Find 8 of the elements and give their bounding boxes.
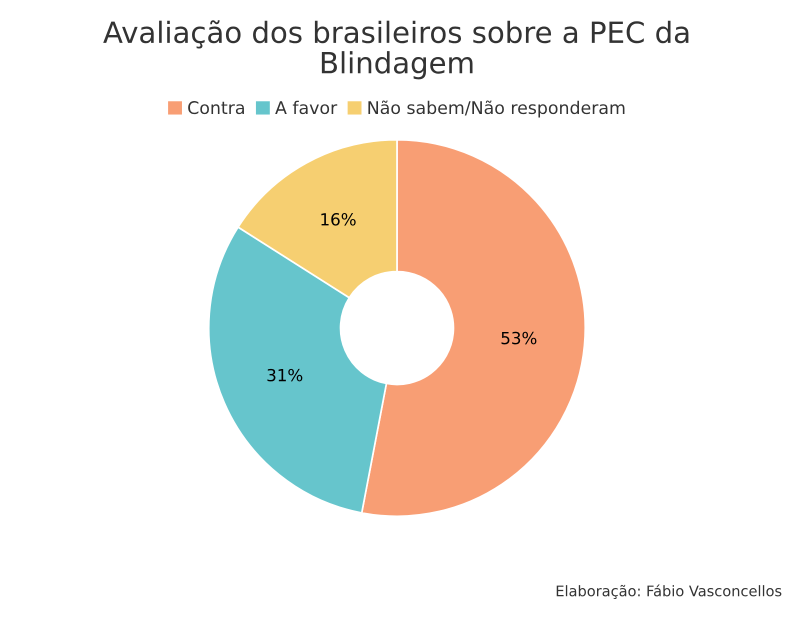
legend-label: A favor (275, 100, 338, 114)
text: Elaboração: Fábio Vasconcellos (556, 584, 782, 600)
legend-label: Não sabem/Não responderam (368, 100, 624, 118)
legend-label: Contra (188, 101, 244, 114)
data-label: 53% (502, 332, 536, 344)
data-label: 31% (267, 368, 302, 382)
data-label: 16% (321, 213, 356, 226)
chart-title: Avaliação dos brasileiros sobre a PEC da Blindagem (103, 20, 688, 80)
